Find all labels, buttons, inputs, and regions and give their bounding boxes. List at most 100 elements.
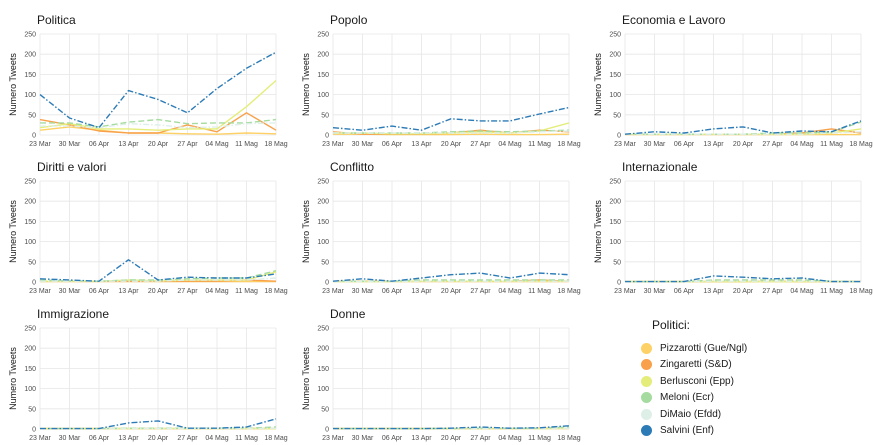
- legend-label: Pizzarotti (Gue/Ngl): [660, 342, 748, 354]
- y-axis-label: Numero Tweets: [593, 53, 603, 116]
- series-line: [333, 130, 570, 134]
- x-tick-label: 27 Apr: [470, 435, 491, 442]
- facet-panel: Conflitto 0 50 100 150 200 250 23 Mar 30 Mar 06 A…: [301, 160, 581, 295]
- panel-title: Donne: [330, 307, 366, 321]
- x-tick-label: 06 Apr: [89, 141, 110, 148]
- x-tick-label: 06 Apr: [382, 141, 403, 148]
- y-tick-label: 50: [28, 259, 36, 266]
- facet-panel: Economia e Lavoro 0 50 100 150 200 250 23 Mar 30…: [593, 13, 873, 148]
- series-line: [333, 425, 570, 430]
- y-tick-label: 200: [609, 199, 621, 206]
- legend-swatch: [641, 425, 652, 437]
- y-tick-label: 100: [609, 92, 621, 99]
- y-tick-label: 0: [32, 280, 36, 287]
- legend-items: Pizzarotti (Gue/Ngl) Zingaretti (S&D) Berl…: [632, 340, 862, 439]
- y-tick-label: 50: [321, 112, 329, 119]
- x-tick-label: 18 Mag: [557, 435, 580, 442]
- series-line: [625, 275, 861, 283]
- y-tick-label: 150: [317, 72, 329, 79]
- panel-title: Immigrazione: [37, 307, 109, 321]
- x-tick-label: 13 Apr: [118, 288, 139, 295]
- y-tick-label: 250: [317, 326, 329, 333]
- x-tick-label: 11 Mag: [528, 141, 551, 148]
- x-tick-label: 27 Apr: [177, 141, 198, 148]
- x-tick-label: 04 Mag: [498, 435, 521, 442]
- x-tick-label: 11 Mag: [820, 141, 843, 148]
- x-tick-label: 18 Mag: [849, 141, 872, 148]
- y-tick-label: 50: [321, 259, 329, 266]
- legend-item: Zingaretti (S&D): [632, 357, 862, 374]
- series-line: [332, 106, 570, 131]
- y-tick-label: 250: [609, 179, 621, 186]
- legend-label: Zingaretti (S&D): [660, 359, 732, 371]
- x-tick-label: 13 Apr: [703, 288, 724, 295]
- y-tick-label: 100: [317, 386, 329, 393]
- facet-panel: Diritti e valori 0 50 100 150 200 250 23 Mar 30 …: [8, 160, 288, 295]
- panel-title: Economia e Lavoro: [622, 13, 726, 27]
- series-line: [332, 272, 570, 282]
- y-tick-label: 250: [317, 179, 329, 186]
- y-tick-label: 250: [24, 326, 36, 333]
- y-tick-label: 0: [32, 133, 36, 140]
- y-tick-label: 200: [609, 52, 621, 59]
- y-tick-label: 200: [317, 199, 329, 206]
- y-tick-label: 150: [609, 219, 621, 226]
- x-tick-label: 27 Apr: [470, 288, 491, 295]
- y-tick-label: 0: [325, 133, 329, 140]
- y-tick-label: 200: [317, 52, 329, 59]
- x-tick-label: 20 Apr: [733, 288, 754, 295]
- y-tick-label: 200: [24, 346, 36, 353]
- y-tick-label: 100: [24, 386, 36, 393]
- legend: Politici: Pizzarotti (Gue/Ngl) Zingaretti…: [632, 318, 862, 439]
- x-tick-label: 18 Mag: [264, 141, 287, 148]
- facet-panel: Donne 0 50 100 150 200 250 23 Mar 30 Mar 06 Apr 13…: [301, 307, 581, 442]
- series-line: [40, 118, 277, 128]
- y-tick-label: 100: [24, 239, 36, 246]
- x-tick-label: 13 Apr: [703, 141, 724, 148]
- legend-title: Politici:: [652, 318, 691, 332]
- legend-swatch: [641, 392, 652, 404]
- legend-item: DiMaio (Efdd): [632, 406, 862, 423]
- x-tick-label: 20 Apr: [148, 288, 169, 295]
- x-tick-label: 23 Mar: [29, 141, 51, 148]
- x-tick-label: 30 Mar: [644, 141, 666, 148]
- y-tick-label: 250: [24, 32, 36, 39]
- y-axis-label: Numero Tweets: [301, 347, 311, 410]
- x-tick-label: 04 Mag: [790, 141, 813, 148]
- x-tick-label: 23 Mar: [29, 288, 51, 295]
- x-tick-label: 13 Apr: [411, 435, 432, 442]
- x-tick-label: 11 Mag: [235, 141, 258, 148]
- y-tick-label: 100: [24, 92, 36, 99]
- y-tick-label: 100: [317, 239, 329, 246]
- x-tick-label: 13 Apr: [118, 141, 139, 148]
- y-tick-label: 200: [24, 52, 36, 59]
- x-tick-label: 04 Mag: [498, 288, 521, 295]
- x-tick-label: 23 Mar: [322, 288, 344, 295]
- y-tick-label: 250: [24, 179, 36, 186]
- panel-title: Conflitto: [330, 160, 374, 174]
- legend-item: Pizzarotti (Gue/Ngl): [632, 340, 862, 357]
- x-tick-label: 06 Apr: [89, 288, 110, 295]
- x-tick-label: 23 Mar: [322, 141, 344, 148]
- y-tick-label: 200: [317, 346, 329, 353]
- panel-title: Politica: [37, 13, 76, 27]
- legend-swatch: [641, 359, 652, 371]
- y-tick-label: 0: [32, 427, 36, 434]
- panel-title: Diritti e valori: [37, 160, 106, 174]
- y-tick-label: 250: [609, 32, 621, 39]
- x-tick-label: 23 Mar: [322, 435, 344, 442]
- x-tick-label: 20 Apr: [441, 288, 462, 295]
- legend-item: Salvini (Enf): [632, 423, 862, 440]
- y-axis-label: Numero Tweets: [301, 53, 311, 116]
- x-tick-label: 30 Mar: [59, 141, 81, 148]
- legend-label: DiMaio (Efdd): [660, 408, 722, 420]
- y-tick-label: 50: [28, 112, 36, 119]
- x-tick-label: 13 Apr: [411, 288, 432, 295]
- legend-label: Berlusconi (Epp): [660, 375, 734, 387]
- x-tick-label: 04 Mag: [205, 288, 228, 295]
- series-line: [625, 131, 862, 135]
- series-line: [39, 259, 277, 282]
- y-tick-label: 250: [317, 32, 329, 39]
